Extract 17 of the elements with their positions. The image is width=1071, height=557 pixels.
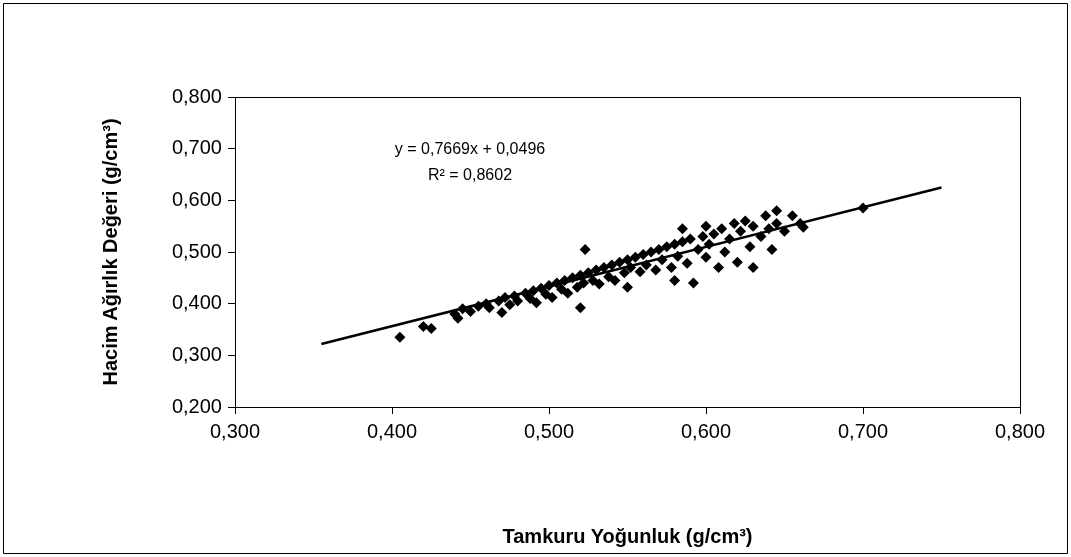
y-axis-title: Hacim Ağırlık Değeri (g/cm³) [98,118,121,386]
x-tick-label: 0,800 [994,419,1046,442]
x-tick-label: 0,600 [680,419,732,442]
x-tick-label: 0,400 [366,419,418,442]
annotation: R² = 0,8602 [427,166,513,184]
y-tick-label: 0,400 [171,291,222,314]
y-tick-label: 0,700 [171,136,222,159]
annotation: y = 0,7669x + 0,0496 [394,140,546,158]
x-tick-label: 0,500 [523,419,575,442]
x-tick-label: 0,700 [837,419,889,442]
x-axis-title: Tamkuru Yoğunluk (g/cm³) [502,524,753,547]
y-tick-label: 0,300 [171,342,222,365]
y-tick-label: 0,500 [171,239,222,262]
y-tick-label: 0,800 [171,84,222,107]
y-tick-label: 0,200 [171,394,222,417]
x-tick-label: 0,300 [209,419,261,442]
y-tick-label: 0,600 [171,187,222,210]
